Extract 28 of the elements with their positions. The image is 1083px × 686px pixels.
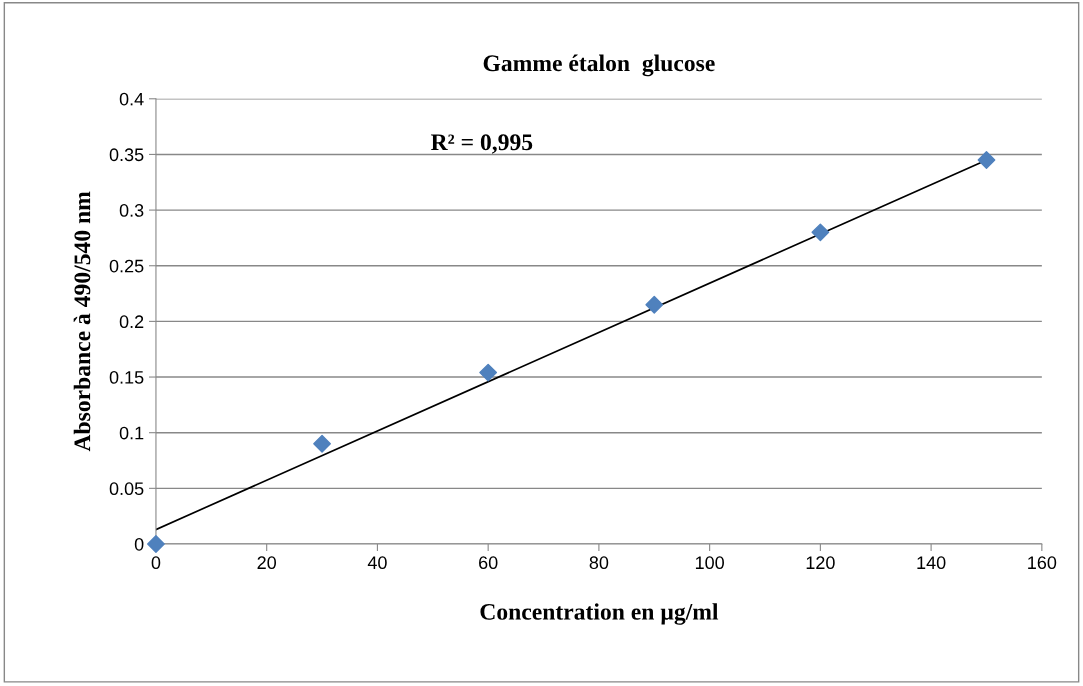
y-tick-label: 0.15 (109, 370, 144, 384)
point (147, 535, 165, 553)
x-tick-label: 140 (917, 556, 946, 570)
y-axis-title: Absorbance à 490/540 nm (73, 191, 91, 452)
x-tick-label: 0 (151, 556, 161, 570)
point (811, 223, 830, 242)
point (645, 295, 664, 314)
point (479, 363, 498, 382)
x-tick-label: 100 (695, 556, 724, 570)
y-tick-label: 0.25 (109, 259, 144, 273)
x-tick-label: 80 (589, 556, 609, 570)
x-tick-label: 60 (479, 556, 498, 570)
y-tick-label: 0.05 (109, 482, 144, 496)
x-tick-label: 20 (257, 556, 277, 570)
y-tick-label: 0.2 (119, 315, 144, 329)
x-axis-title: Concentration en µg/ml (480, 603, 719, 625)
y-tick-label: 0.4 (119, 92, 144, 106)
x-tick-label: 40 (367, 556, 387, 570)
point (977, 151, 996, 169)
y-tick-label: 0.35 (109, 148, 144, 162)
x-tick-label: 160 (1028, 556, 1057, 570)
y-tick-label: 0.3 (119, 204, 144, 217)
chart-title: Gamme étalon glucose (483, 54, 715, 77)
y-tick-label: 0.1 (119, 426, 144, 440)
annotation: R² = 0,995 (430, 134, 533, 154)
x-tick-label: 120 (806, 556, 835, 570)
point (313, 434, 331, 453)
y-tick-label: 0 (134, 537, 144, 551)
